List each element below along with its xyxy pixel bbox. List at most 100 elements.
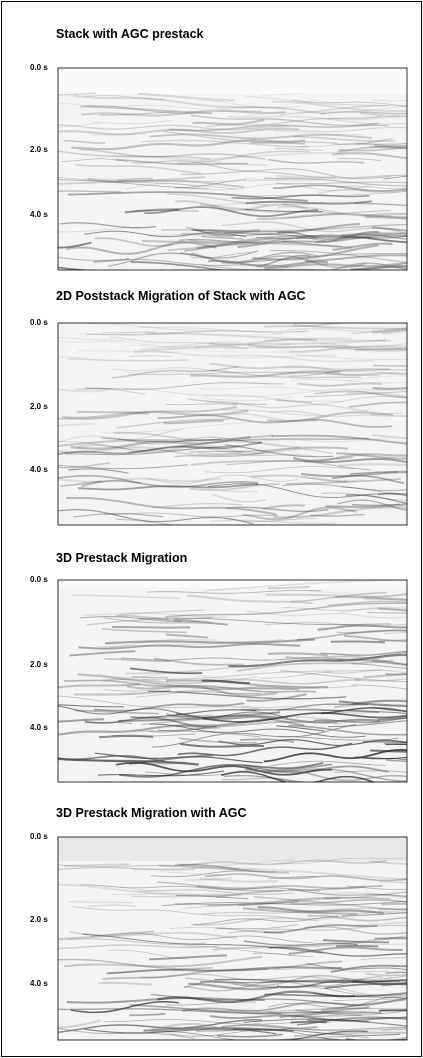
reflector bbox=[313, 390, 407, 399]
reflector bbox=[107, 966, 342, 975]
reflector bbox=[206, 400, 369, 412]
reflector bbox=[288, 368, 407, 377]
reflector bbox=[290, 1020, 327, 1024]
panel-title: 2D Poststack Migration of Stack with AGC bbox=[56, 289, 306, 303]
time-label: 0.0 s bbox=[30, 63, 48, 72]
reflector bbox=[320, 111, 407, 115]
reflector bbox=[365, 215, 407, 220]
reflector bbox=[58, 1027, 195, 1040]
reflector bbox=[58, 176, 236, 190]
reflector bbox=[181, 228, 260, 237]
reflector bbox=[267, 1007, 407, 1013]
reflector bbox=[346, 885, 407, 891]
reflector bbox=[348, 401, 407, 408]
reflector bbox=[201, 235, 244, 240]
reflector bbox=[276, 979, 407, 989]
reflector bbox=[105, 968, 268, 974]
reflector bbox=[273, 126, 407, 133]
reflector bbox=[336, 185, 407, 190]
reflector bbox=[102, 960, 343, 980]
reflector bbox=[175, 863, 290, 874]
reflector bbox=[277, 703, 368, 712]
reflector bbox=[214, 1009, 341, 1018]
reflector bbox=[293, 324, 407, 330]
reflector bbox=[256, 344, 348, 349]
reflector bbox=[322, 343, 407, 348]
reflector bbox=[121, 657, 344, 661]
reflector bbox=[212, 935, 407, 951]
reflector bbox=[385, 673, 407, 676]
reflector bbox=[191, 222, 361, 235]
reflector bbox=[275, 148, 324, 151]
reflector bbox=[336, 629, 407, 634]
reflector bbox=[292, 99, 407, 107]
reflector bbox=[117, 177, 154, 182]
reflector bbox=[228, 924, 407, 934]
reflector bbox=[279, 670, 407, 683]
reflector bbox=[188, 398, 267, 405]
reflector bbox=[317, 624, 407, 631]
time-label: 2.0 s bbox=[30, 660, 48, 669]
reflector bbox=[141, 239, 352, 249]
reflector bbox=[117, 711, 281, 722]
reflector bbox=[333, 770, 407, 773]
reflector bbox=[315, 234, 407, 244]
reflector bbox=[58, 266, 94, 270]
reflector bbox=[85, 388, 146, 395]
reflector bbox=[279, 1006, 370, 1019]
reflector bbox=[190, 252, 251, 259]
reflector bbox=[197, 99, 300, 108]
reflector bbox=[285, 1030, 368, 1040]
reflector bbox=[267, 652, 328, 657]
reflector bbox=[58, 150, 210, 160]
reflector bbox=[371, 434, 407, 440]
reflector bbox=[97, 639, 284, 648]
reflector bbox=[264, 261, 407, 270]
reflector bbox=[72, 759, 187, 765]
reflector bbox=[64, 445, 239, 456]
reflector bbox=[364, 597, 407, 601]
reflector bbox=[93, 258, 130, 263]
reflector bbox=[308, 590, 381, 597]
reflector bbox=[80, 109, 286, 117]
reflector bbox=[183, 903, 250, 909]
reflector bbox=[58, 406, 237, 420]
reflector bbox=[58, 124, 290, 131]
panel-title: 3D Prestack Migration with AGC bbox=[56, 806, 247, 820]
reflector bbox=[338, 146, 407, 152]
reflector bbox=[115, 614, 200, 623]
reflector bbox=[214, 978, 407, 983]
reflector bbox=[148, 954, 228, 961]
reflector bbox=[263, 177, 407, 187]
reflector bbox=[73, 513, 164, 518]
reflector bbox=[262, 504, 305, 510]
reflector bbox=[267, 585, 310, 590]
reflector bbox=[204, 466, 355, 474]
reflector bbox=[288, 1026, 407, 1031]
reflector bbox=[338, 652, 407, 661]
reflector bbox=[350, 684, 407, 690]
reflector bbox=[354, 678, 407, 682]
reflector bbox=[270, 410, 325, 416]
reflector bbox=[336, 452, 407, 460]
reflector bbox=[165, 403, 238, 406]
reflector bbox=[68, 468, 129, 474]
reflector bbox=[87, 178, 244, 188]
reflector bbox=[112, 625, 191, 629]
reflector bbox=[339, 606, 407, 614]
reflector bbox=[377, 492, 407, 496]
reflector bbox=[233, 983, 407, 997]
reflector bbox=[252, 244, 379, 261]
reflector bbox=[231, 194, 370, 200]
reflector bbox=[69, 931, 238, 940]
reflector bbox=[81, 480, 142, 487]
reflector bbox=[121, 388, 344, 403]
reflector bbox=[151, 724, 357, 748]
reflector bbox=[58, 944, 219, 950]
reflector bbox=[100, 421, 251, 434]
reflector bbox=[58, 446, 243, 457]
reflector bbox=[201, 264, 329, 270]
reflector bbox=[166, 193, 269, 206]
reflector bbox=[58, 1019, 101, 1029]
reflector bbox=[199, 386, 407, 393]
